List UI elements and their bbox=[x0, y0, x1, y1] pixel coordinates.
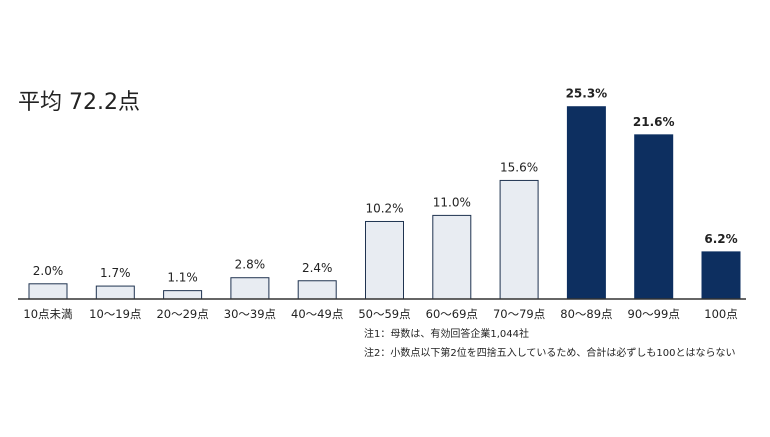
data-label: 21.6% bbox=[633, 115, 675, 129]
bar bbox=[297, 280, 337, 300]
data-label: 11.0% bbox=[433, 195, 471, 209]
data-label: 2.8% bbox=[235, 258, 266, 272]
chart-title: 平均 72.2点 bbox=[18, 90, 140, 115]
data-label: 1.1% bbox=[167, 271, 198, 285]
data-label: 6.2% bbox=[704, 232, 737, 246]
category-label: 30～39点 bbox=[224, 307, 276, 321]
category-label: 10～19点 bbox=[89, 307, 141, 321]
category-label: 80～89点 bbox=[560, 307, 612, 321]
bar bbox=[28, 283, 68, 300]
note-2: 注2：小数点以下第2位を四捨五入しているため、合計は必ずしも100とはならない bbox=[364, 346, 736, 359]
data-label: 15.6% bbox=[500, 160, 538, 174]
category-label: 20～29点 bbox=[156, 307, 208, 321]
category-label: 70～79点 bbox=[493, 307, 545, 321]
data-label: 1.7% bbox=[100, 266, 131, 280]
category-label: 50～59点 bbox=[358, 307, 410, 321]
data-label: 10.2% bbox=[365, 201, 403, 215]
bar bbox=[634, 134, 674, 300]
bar bbox=[163, 290, 203, 300]
bar bbox=[499, 179, 539, 300]
category-label: 40～49点 bbox=[291, 307, 343, 321]
category-label: 90～99点 bbox=[628, 307, 680, 321]
data-label: 2.0% bbox=[33, 264, 64, 278]
bar bbox=[701, 251, 741, 300]
bar bbox=[365, 220, 404, 300]
note-1: 注1：母数は、有効回答企業1,044社 bbox=[364, 327, 529, 340]
bar bbox=[566, 106, 606, 300]
bar bbox=[432, 214, 472, 300]
bar bbox=[230, 277, 270, 300]
data-label: 25.3% bbox=[566, 87, 608, 101]
category-label: 10点未満 bbox=[23, 307, 72, 321]
category-label: 60～69点 bbox=[426, 307, 478, 321]
data-label: 2.4% bbox=[302, 261, 333, 275]
category-label: 100点 bbox=[704, 307, 737, 321]
bar bbox=[95, 285, 135, 300]
